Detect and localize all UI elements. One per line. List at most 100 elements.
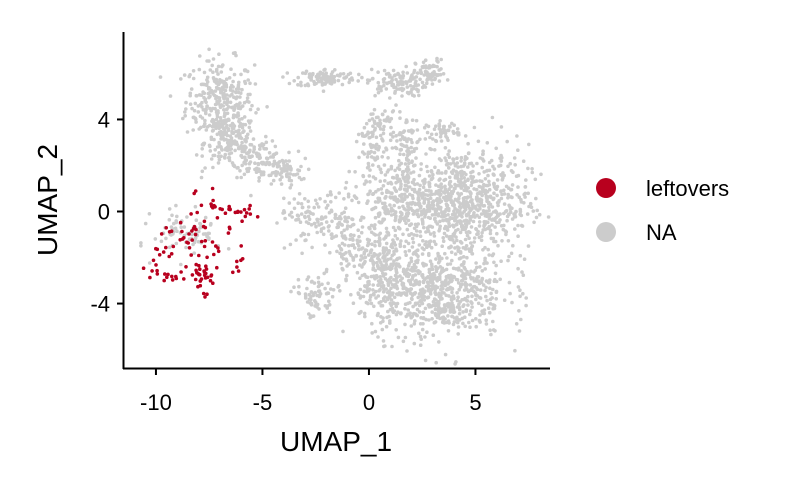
point-na [376,335,380,339]
point-na [428,272,433,277]
point-na [469,225,474,229]
point-na [439,57,444,62]
point-na [362,125,367,130]
point-na [463,183,468,188]
point-na [472,211,476,215]
point-na [487,200,491,205]
point-na [352,233,356,238]
point-na [220,85,225,90]
point-na [287,201,292,205]
point-na [388,321,392,325]
point-na [483,213,488,218]
point-na [209,157,214,161]
point-na [431,63,436,68]
point-na [526,166,530,171]
point-na [248,155,252,159]
point-na [393,168,397,173]
point-na [422,225,426,230]
point-na [488,228,493,233]
point-na [402,206,407,211]
point-na [430,213,435,217]
point-na [521,159,526,163]
point-na [363,314,367,319]
point-na [211,106,215,111]
point-na [465,204,469,209]
point-na [407,272,412,277]
point-leftovers [197,253,201,258]
point-na [411,170,416,174]
x-tick-label: -5 [253,390,273,415]
point-na [439,297,443,301]
point-na [288,242,293,247]
point-na [217,140,221,145]
point-na [510,300,514,305]
point-na [404,216,408,221]
point-na [401,70,405,75]
point-na [234,90,238,95]
point-na [459,241,464,245]
point-na [338,289,342,293]
point-leftovers [212,252,216,257]
point-na [452,296,456,301]
point-na [534,196,538,201]
point-na [514,174,519,178]
point-na [198,221,202,226]
point-na [457,311,462,316]
point-na [383,109,387,113]
point-na [321,89,326,93]
point-na [415,128,420,132]
point-na [489,291,493,296]
point-na [369,223,374,228]
point-na [522,257,527,262]
point-na [438,272,442,277]
point-leftovers [235,210,240,214]
point-na [485,298,489,303]
point-na [433,192,437,196]
point-na [411,252,416,256]
point-na [211,57,216,61]
point-na [217,157,222,162]
point-na [224,137,228,142]
point-na [456,268,461,272]
point-leftovers [215,216,220,220]
point-na [416,197,421,201]
point-na [191,69,196,73]
point-na [275,221,279,225]
point-na [437,340,441,344]
point-na [459,206,463,210]
point-na [517,329,522,333]
point-na [184,100,188,105]
point-na [446,319,451,323]
point-na [245,151,250,155]
point-na [516,185,520,189]
point-leftovers [209,274,213,278]
point-na [205,104,209,108]
point-na [422,298,427,302]
point-na [214,117,219,122]
point-na [376,257,381,261]
point-na [448,179,453,184]
point-na [360,75,364,80]
point-na [474,261,478,265]
point-na [406,308,411,312]
point-na [508,161,512,166]
point-na [467,221,471,225]
point-na [353,170,357,174]
point-na [324,71,329,75]
point-na [449,279,454,284]
point-na [445,189,450,194]
point-na [351,222,356,227]
point-na [394,304,399,309]
point-na [400,135,405,139]
point-na [237,80,241,85]
point-na [381,150,386,154]
point-na [500,239,504,243]
point-na [188,73,192,77]
point-na [286,166,291,171]
point-na [279,170,284,175]
point-na [318,197,322,201]
point-na [471,219,476,224]
point-na [320,282,324,287]
point-na [379,315,383,319]
point-na [377,145,381,150]
